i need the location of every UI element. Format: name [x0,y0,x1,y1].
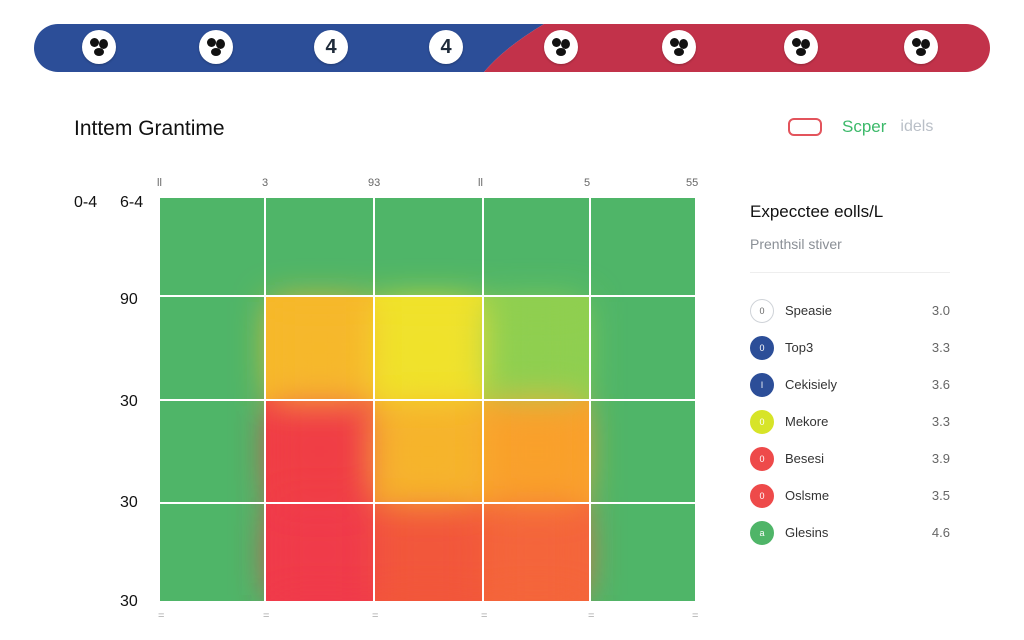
footer-tick: = [158,610,165,622]
legend-dot-icon: 0 [750,446,774,471]
legend-item-value: 3.0 [931,303,950,318]
legend-item[interactable]: a Glesins 4.6 [750,514,950,551]
column-label: 93 [368,177,381,189]
soccer-ball-icon [662,30,696,64]
heatmap-cell-blend [271,302,368,394]
column-label: ll [478,177,483,189]
legend-item[interactable]: 0 Oslsme 3.5 [750,477,950,514]
score-badge: 4 [314,30,348,64]
legend-item-value: 4.6 [931,525,950,540]
legend-item-label: Besesi [785,451,825,466]
heatmap-cell-blend [380,406,477,497]
footer-tick: = [588,610,595,622]
legend-item-label: Mekore [785,414,829,429]
legend-dot-icon: l [750,372,774,397]
legend-item-label: Speasie [785,303,832,318]
legend-dot-icon: 0 [750,298,774,323]
row-label: 30 [120,494,138,511]
heatmap-cell [483,198,590,296]
legend-dot-icon: 0 [750,409,774,434]
heatmap-cell [590,400,695,503]
legend-item-label: Top3 [785,340,814,355]
column-label: ll [157,177,162,189]
heatmap-cell-blend [380,509,477,595]
column-label: 55 [686,177,699,189]
column-label: 3 [262,177,269,189]
legend-extra-label: idels [900,118,934,135]
heatmap-cell [590,503,695,601]
footer-tick: = [692,610,699,622]
row-label: 30 [120,393,138,410]
legend-item-label: Cekisiely [785,377,838,392]
heatmap-cell-blend [489,509,584,595]
soccer-ball-icon [904,30,938,64]
chart-title: Inttem Grantime [74,117,225,140]
heatmap-cell [160,503,265,601]
heatmap-cell-blend [271,406,368,497]
heatmap [160,198,695,601]
legend-list: 0 Speasie 3.0 0 Top3 3.3 l Cekisiely 3.6 0 Mekore 3… [750,292,950,551]
legend-item[interactable]: l Cekisiely 3.6 [750,366,950,403]
legend-item[interactable]: 0 Besesi 3.9 [750,440,950,477]
legend-dot-icon: 0 [750,335,774,360]
heatmap-cell-blend [380,302,477,394]
score-bar-background [34,24,990,72]
heatmap-cell-blend [489,302,584,394]
soccer-ball-icon [784,30,818,64]
column-label: 5 [584,177,591,189]
heatmap-cell [160,296,265,400]
legend-item-value: 3.9 [931,451,950,466]
soccer-ball-icon [199,30,233,64]
legend-label: Scper [842,117,887,136]
legend-dot-icon: 0 [750,483,774,508]
row-label: 30 [120,593,138,610]
heatmap-cell [590,198,695,296]
soccer-ball-icon [82,30,116,64]
heatmap-cell [160,198,265,296]
legend-panel: Expecctee eolls/L Prenthsil stiver 0 Spea… [750,196,950,551]
legend-item-value: 3.6 [931,377,950,392]
soccer-ball-icon [544,30,578,64]
legend-dot-icon: a [750,520,774,545]
legend-item-value: 3.5 [931,488,950,503]
footer-tick: = [263,610,270,622]
legend-panel-subtitle: Prenthsil stiver [750,236,950,273]
chart-legend[interactable]: Scper idels [788,114,933,140]
legend-panel-title: Expecctee eolls/L [750,202,884,221]
heatmap-cell-blend [271,509,368,595]
footer-tick: = [481,610,488,622]
row-label: 0-4 [74,194,98,211]
heatmap-cell-blend [489,406,584,497]
heatmap-cell [265,198,374,296]
heatmap-cell [374,198,483,296]
legend-item[interactable]: 0 Mekore 3.3 [750,403,950,440]
row-label: 6-4 [120,194,144,211]
legend-item[interactable]: 0 Top3 3.3 [750,329,950,366]
heatmap-cell [590,296,695,400]
legend-item-label: Glesins [785,525,829,540]
heatmap-cell [160,400,265,503]
footer-tick: = [372,610,379,622]
legend-item-value: 3.3 [931,414,950,429]
legend-item-label: Oslsme [785,488,830,503]
legend-item[interactable]: 0 Speasie 3.0 [750,292,950,329]
score-badge: 4 [429,30,463,64]
legend-item-value: 3.3 [931,340,950,355]
row-label: 90 [120,291,138,308]
heatmap-svg [160,198,695,601]
legend-swatch [788,118,822,136]
